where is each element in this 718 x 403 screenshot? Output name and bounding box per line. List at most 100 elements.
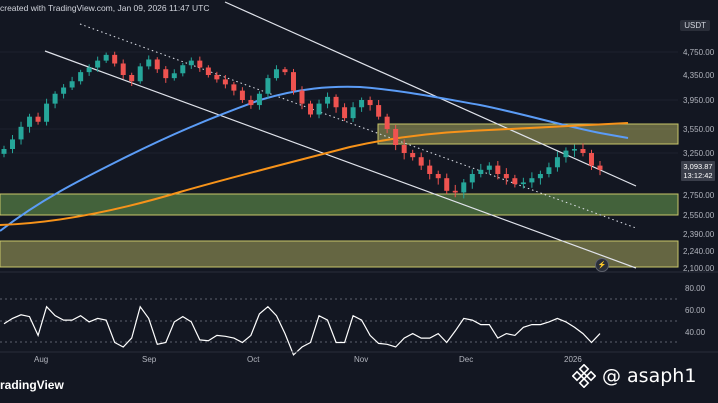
candle-body[interactable] (282, 69, 288, 73)
price-label-9: 2,100.00 (683, 264, 715, 273)
candle-body[interactable] (444, 178, 450, 191)
date-label-dec: Dec (459, 355, 473, 364)
tradingview-logo: radingView (0, 378, 64, 392)
candle-body[interactable] (69, 81, 75, 88)
candle-body[interactable] (137, 66, 143, 82)
candle-body[interactable] (316, 103, 322, 115)
candle-body[interactable] (554, 157, 560, 168)
candle-body[interactable] (563, 150, 569, 158)
candle-body[interactable] (520, 182, 526, 185)
candle-body[interactable] (376, 105, 382, 117)
rsi-line[interactable] (3, 305, 601, 356)
candle-body[interactable] (367, 100, 373, 106)
candle-body[interactable] (44, 103, 50, 122)
candle-body[interactable] (435, 174, 441, 179)
ma-blue-line[interactable] (0, 85, 629, 232)
candle-body[interactable] (495, 165, 501, 174)
candle-body[interactable] (86, 67, 92, 73)
candle-body[interactable] (154, 59, 160, 70)
ma-orange-line[interactable] (0, 122, 629, 226)
candle-body[interactable] (469, 174, 475, 183)
candle-body[interactable] (171, 73, 177, 79)
price-label-3: 3,550.00 (683, 125, 715, 134)
candle-body[interactable] (427, 165, 433, 174)
candle-body[interactable] (231, 84, 237, 91)
candle-body[interactable] (205, 67, 211, 75)
candle-body[interactable] (546, 167, 552, 174)
candle-body[interactable] (418, 157, 424, 166)
candle-body[interactable] (35, 116, 41, 122)
candle-body[interactable] (359, 100, 365, 108)
candle-body[interactable] (273, 69, 279, 79)
candle-body[interactable] (503, 174, 509, 179)
price-label-5: 2,750.00 (683, 191, 715, 200)
candle-body[interactable] (486, 165, 492, 170)
candle-body[interactable] (597, 165, 603, 170)
watermark-text: @ asaph1 (602, 365, 697, 387)
candle-body[interactable] (197, 60, 203, 68)
price-axis: 4,750.00 4,350.00 3,950.00 3,550.00 3,25… (683, 48, 715, 273)
candle-body[interactable] (120, 63, 126, 76)
candle-body[interactable] (342, 107, 348, 119)
candle-body[interactable] (299, 90, 305, 104)
candle-body[interactable] (1, 149, 7, 154)
candle-body[interactable] (461, 182, 467, 193)
candle-body[interactable] (163, 69, 169, 79)
rsi-label-2: 40.00 (685, 328, 706, 337)
candle-body[interactable] (580, 149, 586, 153)
candle-body[interactable] (146, 59, 152, 67)
candle-body[interactable] (265, 78, 271, 94)
date-label-sep: Sep (142, 355, 157, 364)
price-label-8: 2,240.00 (683, 247, 715, 256)
price-label-6: 2,550.00 (683, 211, 715, 220)
time-axis: Aug Sep Oct Nov Dec 2026 (34, 355, 582, 364)
candle-body[interactable] (61, 87, 67, 94)
candle-body[interactable] (129, 75, 135, 82)
candle-body[interactable] (308, 103, 314, 115)
candle-body[interactable] (333, 96, 339, 108)
candle-body[interactable] (512, 178, 518, 185)
price-label-2: 3,950.00 (683, 96, 715, 105)
rsi-axis: 80.00 60.00 40.00 (685, 284, 706, 337)
date-label-oct: Oct (247, 355, 260, 364)
candle-body[interactable] (180, 65, 186, 74)
candle-body[interactable] (478, 169, 484, 174)
author-watermark: @ asaph1 (572, 364, 696, 388)
candle-body[interactable] (256, 93, 262, 106)
candle-body[interactable] (10, 139, 16, 149)
candle-body[interactable] (384, 116, 390, 129)
candle-body[interactable] (290, 72, 296, 91)
price-label-1: 4,350.00 (683, 71, 715, 80)
candle-body[interactable] (537, 174, 543, 179)
candle-body[interactable] (214, 75, 220, 80)
lightning-icon[interactable]: ⚡ (595, 258, 609, 272)
candle-body[interactable] (18, 126, 24, 140)
candles-group (1, 51, 603, 199)
candle-body[interactable] (239, 90, 245, 100)
candle-body[interactable] (529, 178, 535, 183)
candle-body[interactable] (325, 96, 331, 104)
candle-body[interactable] (52, 93, 58, 104)
candle-body[interactable] (188, 60, 194, 66)
candle-body[interactable] (452, 190, 458, 193)
channel-lower-line[interactable] (44, 50, 637, 269)
candle-body[interactable] (571, 149, 577, 151)
date-label-aug: Aug (34, 355, 48, 364)
candle-body[interactable] (350, 107, 356, 119)
candle-body[interactable] (78, 72, 84, 82)
candle-body[interactable] (95, 60, 101, 68)
rsi-label-0: 80.00 (685, 284, 706, 293)
candle-body[interactable] (248, 100, 254, 106)
candle-countdown: 13:12:42 (683, 171, 713, 180)
candle-body[interactable] (401, 145, 407, 153)
lower-support-zone (0, 240, 679, 268)
candle-body[interactable] (588, 153, 594, 166)
candle-body[interactable] (112, 54, 118, 64)
candle-body[interactable] (27, 116, 33, 127)
binance-logo-icon (572, 364, 596, 388)
candle-body[interactable] (410, 153, 416, 158)
candle-body[interactable] (393, 129, 399, 145)
candle-body[interactable] (222, 79, 228, 85)
candle-body[interactable] (103, 54, 109, 61)
